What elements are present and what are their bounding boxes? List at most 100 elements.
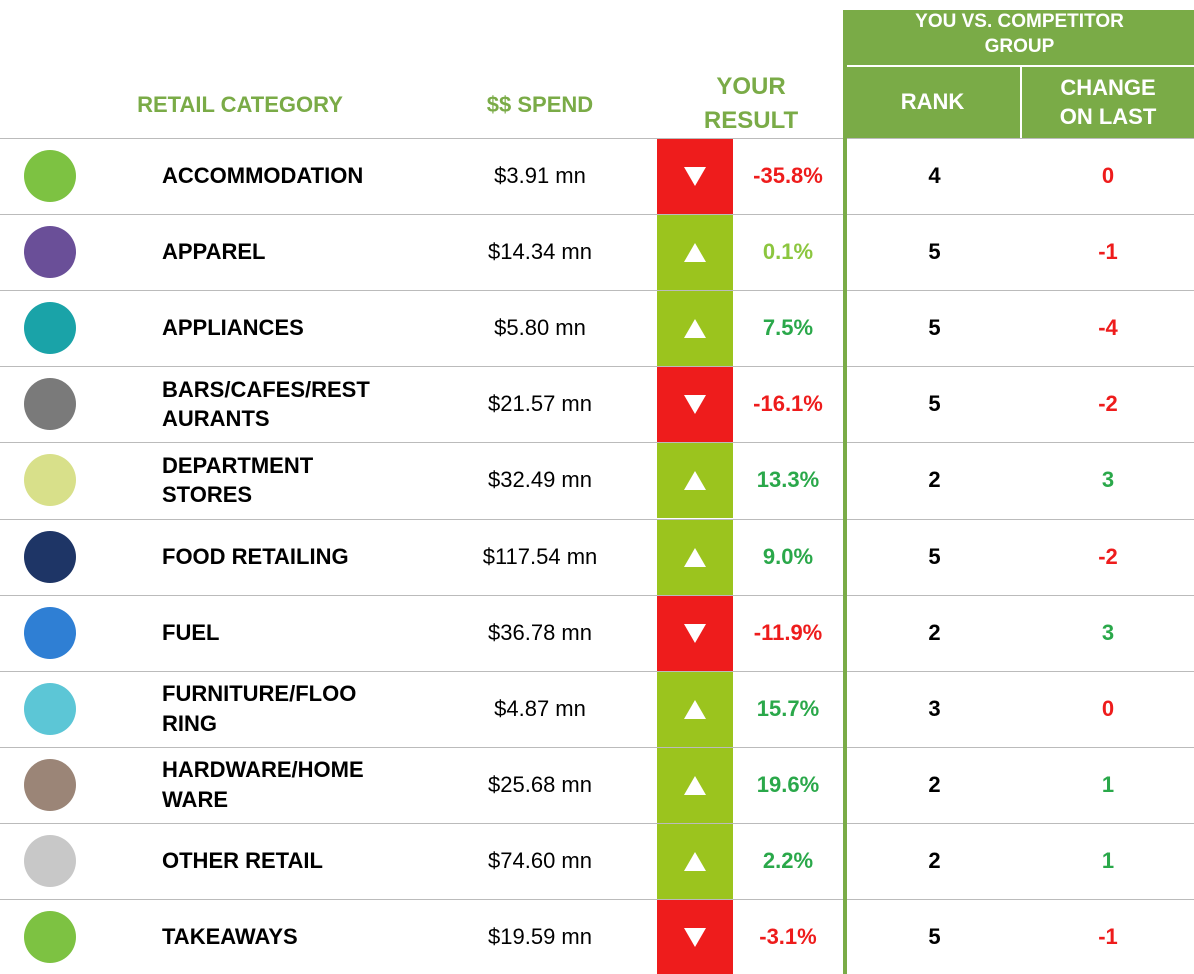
down-arrow	[684, 167, 706, 187]
result: -35.8%	[753, 163, 823, 189]
up-arrow	[684, 851, 706, 871]
change: -2	[1098, 543, 1118, 569]
icon	[24, 150, 76, 202]
category-name: HARDWARE/HOME WARE	[162, 757, 364, 812]
up-arrow	[684, 547, 706, 567]
spend-header: $$ SPEND	[486, 91, 594, 117]
spend: $19.59 mn	[488, 924, 592, 950]
header-divider	[1020, 65, 1022, 138]
result-box	[657, 291, 733, 367]
change: 1	[1101, 771, 1115, 797]
change-header: CHANGE ON LAST	[1059, 74, 1157, 129]
icon	[24, 911, 76, 963]
category-name: DEPARTMENT STORES	[162, 452, 314, 508]
category-name: FUEL	[162, 619, 220, 645]
icon	[24, 226, 76, 279]
rank: 2	[928, 467, 941, 493]
result-box	[657, 519, 733, 595]
change: -2	[1098, 391, 1118, 417]
result-box	[657, 215, 733, 291]
down-arrow	[684, 623, 706, 643]
row-divider	[0, 366, 1194, 368]
category-name: ACCOMMODATION	[162, 163, 364, 189]
row-divider	[0, 899, 1194, 900]
up-arrow	[684, 471, 706, 491]
rank: 3	[928, 695, 941, 721]
result-box	[657, 747, 733, 823]
change: 0	[1101, 695, 1115, 721]
row-divider	[0, 822, 1194, 824]
spend: $36.78 mn	[488, 619, 592, 645]
category-name: FURNITURE/FLOO RING	[162, 681, 357, 736]
spend: $117.54 mn	[482, 543, 598, 569]
rank: 2	[928, 619, 941, 645]
rank-header: RANK	[900, 89, 965, 115]
group-divider	[843, 10, 847, 974]
row-divider	[0, 670, 1194, 672]
change: 1	[1101, 847, 1115, 873]
icon	[24, 530, 76, 583]
header-divider	[845, 65, 1194, 67]
category-header: RETAIL CATEGORY	[137, 91, 343, 117]
rank: 2	[928, 847, 941, 873]
result-box	[657, 367, 733, 443]
spend: $3.91 mn	[494, 163, 586, 189]
category-name: OTHER RETAIL	[162, 848, 323, 874]
change: -1	[1098, 239, 1118, 265]
up-arrow	[684, 319, 706, 339]
rank: 2	[928, 771, 941, 797]
spend: $74.60 mn	[488, 847, 592, 873]
row-divider	[0, 290, 1194, 292]
row-divider	[0, 518, 1194, 520]
change: 3	[1101, 467, 1115, 493]
result: 9.0%	[762, 543, 814, 569]
icon	[24, 682, 76, 735]
down-arrow	[684, 928, 706, 948]
spend: $32.49 mn	[488, 467, 592, 493]
row-divider	[0, 442, 1194, 444]
spend: $21.57 mn	[488, 391, 592, 417]
icon	[24, 378, 76, 431]
icon	[24, 454, 76, 507]
spend: $25.68 mn	[488, 771, 592, 797]
result-box	[657, 823, 733, 899]
spend: $5.80 mn	[494, 315, 586, 341]
change: 3	[1101, 619, 1115, 645]
group-header: YOU VS. COMPETITOR GROUP	[915, 11, 1124, 57]
result-header: YOUR RESULT	[703, 73, 799, 134]
category-name: TAKEAWAYS	[162, 924, 298, 950]
change: -1	[1098, 924, 1118, 950]
rank: 5	[928, 924, 941, 950]
icon	[24, 758, 76, 811]
up-arrow	[684, 243, 706, 263]
category-name: BARS/CAFES/REST AURANTS	[162, 376, 370, 432]
result: 15.7%	[756, 695, 820, 721]
result: 0.1%	[762, 239, 814, 265]
category-name: APPLIANCES	[162, 315, 304, 341]
up-arrow	[684, 699, 706, 719]
category-name: FOOD RETAILING	[162, 543, 349, 569]
category-name: APPAREL	[162, 239, 266, 265]
spend: $4.87 mn	[494, 695, 586, 721]
rank: 5	[928, 239, 941, 265]
rank: 5	[928, 391, 941, 417]
result-box	[657, 900, 733, 974]
row-divider	[0, 138, 1194, 139]
result: 2.2%	[762, 847, 814, 873]
row-divider	[0, 214, 1194, 216]
result-box	[657, 139, 733, 215]
icon	[24, 606, 76, 659]
row-divider	[0, 594, 1194, 596]
up-arrow	[684, 775, 706, 795]
group-header-bg	[845, 10, 1194, 138]
down-arrow	[684, 395, 706, 415]
spend: $14.34 mn	[488, 239, 592, 265]
result: 13.3%	[756, 467, 820, 493]
result-box	[657, 443, 733, 519]
rank: 4	[928, 163, 941, 189]
result-box	[657, 671, 733, 747]
result: 19.6%	[756, 771, 820, 797]
result: -11.9%	[753, 619, 823, 645]
